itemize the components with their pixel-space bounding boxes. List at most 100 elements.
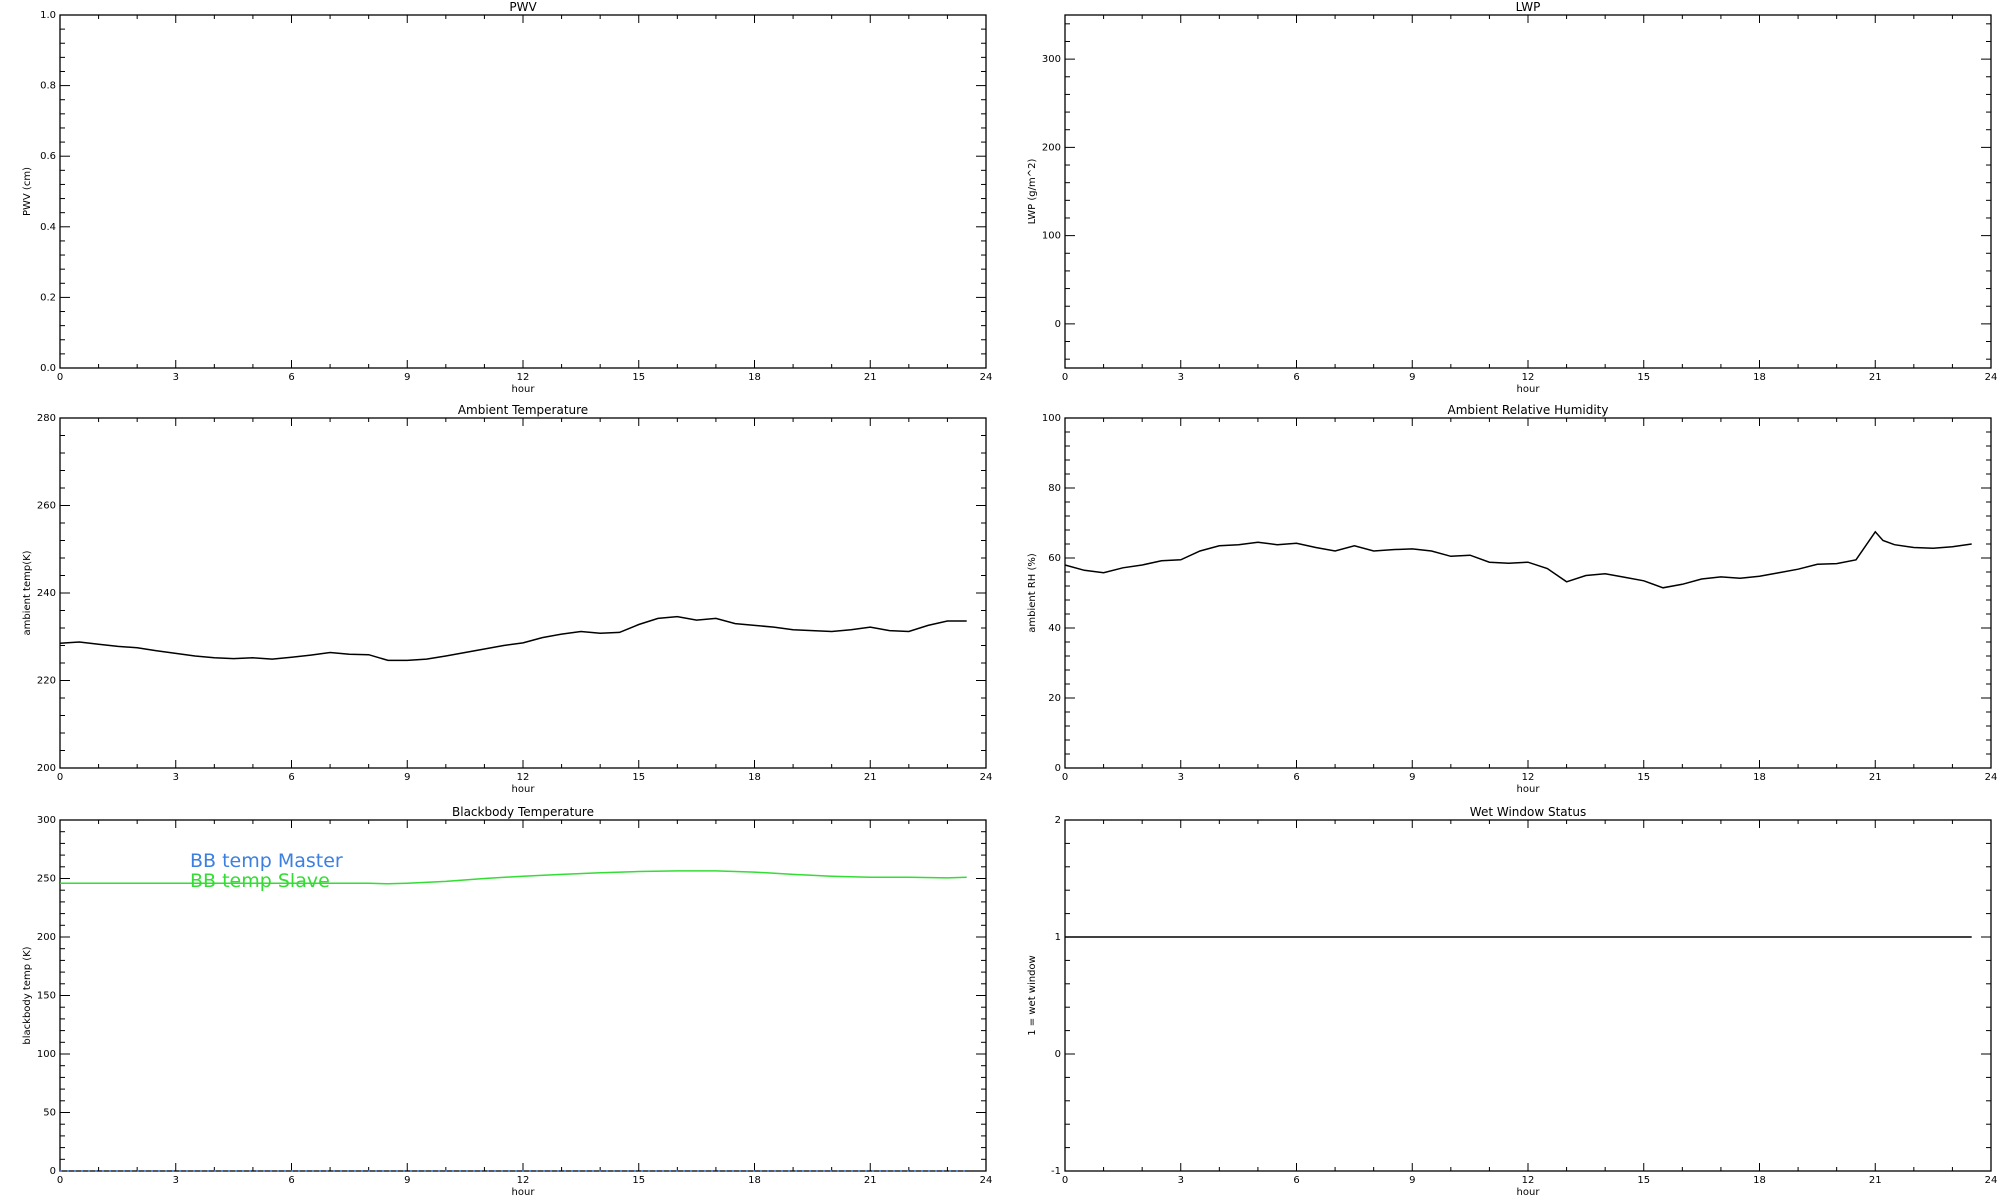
ambient-rh-x-tick-label: 6: [1293, 772, 1299, 783]
ambient-rh-y-tick-label: 60: [1048, 553, 1061, 564]
blackbody-temp-y-tick-label: 150: [37, 991, 56, 1002]
ambient-temp-x-tick-label: 9: [404, 772, 410, 783]
lwp-y-tick-label: 300: [1042, 54, 1061, 65]
ambient-temp-x-tick-label: 18: [748, 772, 761, 783]
pwv-x-tick-label: 21: [864, 372, 877, 383]
ambient-rh-y-tick-label: 40: [1048, 623, 1061, 634]
pwv-title: PWV: [509, 0, 537, 14]
lwp-x-tick-label: 15: [1637, 372, 1650, 383]
blackbody-temp-y-tick-label: 250: [37, 874, 56, 885]
ambient-temp-y-tick-label: 220: [37, 676, 56, 687]
lwp-plot-frame: [1064, 14, 1992, 369]
pwv-y-tick-label: 0.8: [40, 81, 56, 92]
wet-window-chart: Wet Window Status hour 1 = wet window 0 3 6 9 1…: [1027, 805, 1997, 1198]
ambient-temp-y-tick-label: 240: [37, 588, 56, 599]
blackbody-temp-y-tick-label: 0: [50, 1166, 56, 1177]
blackbody-temp-x-tick-label: 21: [864, 1175, 877, 1186]
wet-window-y-tick-label: 2: [1055, 815, 1061, 826]
wet-window-x-tick-label: 21: [1869, 1175, 1882, 1186]
ambient-rh-y-tick-label: 80: [1048, 483, 1061, 494]
lwp-x-tick-label: 3: [1178, 372, 1184, 383]
pwv-x-tick-label: 9: [404, 372, 410, 383]
ambient-temp-y-axis-label: ambient temp(K): [22, 550, 33, 635]
blackbody-temp-x-tick-label: 3: [173, 1175, 179, 1186]
ambient-temp-x-tick-label: 6: [288, 772, 294, 783]
ambient-temp-x-axis-label: hour: [512, 784, 536, 795]
ambient-temp-chart: Ambient Temperature hour ambient temp(K) 0 3…: [22, 403, 992, 795]
pwv-x-tick-label: 3: [173, 372, 179, 383]
ambient-rh-x-axis-label: hour: [1517, 784, 1541, 795]
lwp-x-tick-label: 18: [1753, 372, 1766, 383]
ambient-temp-x-tick-label: 15: [632, 772, 645, 783]
blackbody-temp-y-tick-label: 300: [37, 815, 56, 826]
lwp-y-axis-label: LWP (g/m^2): [1027, 159, 1038, 225]
blackbody-temp-y-tick-label: 50: [43, 1108, 56, 1119]
wet-window-y-tick-label: -1: [1051, 1166, 1061, 1177]
wet-window-title: Wet Window Status: [1470, 805, 1586, 819]
ambient-rh-x-tick-label: 3: [1178, 772, 1184, 783]
pwv-chart: PWV hour PWV (cm) 0 3 6 9 12 15 18 21 24 0.0 0.2 0.4 0.…: [22, 0, 992, 395]
blackbody-temp-x-axis-label: hour: [512, 1187, 536, 1198]
ambient-temp-x-tick-label: 3: [173, 772, 179, 783]
blackbody-temp-y-tick-label: 200: [37, 932, 56, 943]
ambient-rh-x-tick-label: 12: [1522, 772, 1535, 783]
wet-window-x-tick-label: 24: [1985, 1175, 1998, 1186]
pwv-x-tick-label: 15: [632, 372, 645, 383]
pwv-y-tick-label: 0.4: [40, 222, 56, 233]
blackbody-temp-x-tick-label: 9: [404, 1175, 410, 1186]
wet-window-x-tick-label: 12: [1522, 1175, 1535, 1186]
ambient-rh-series-line-0: [1064, 530, 1972, 589]
lwp-x-tick-label: 0: [1062, 372, 1068, 383]
blackbody-temp-chart: Blackbody Temperature hour blackbody temp …: [22, 805, 992, 1198]
lwp-x-tick-label: 24: [1985, 372, 1998, 383]
ambient-rh-title: Ambient Relative Humidity: [1448, 403, 1609, 417]
wet-window-x-tick-label: 3: [1178, 1175, 1184, 1186]
blackbody-temp-legend-entry-0: BB temp Master: [190, 850, 343, 872]
ambient-rh-x-tick-label: 15: [1637, 772, 1650, 783]
ambient-rh-y-tick-label: 0: [1055, 763, 1061, 774]
pwv-x-tick-label: 0: [57, 372, 63, 383]
ambient-temp-y-tick-label: 260: [37, 501, 56, 512]
ambient-rh-x-tick-label: 18: [1753, 772, 1766, 783]
lwp-x-axis-label: hour: [1517, 384, 1541, 395]
wet-window-x-tick-label: 6: [1293, 1175, 1299, 1186]
blackbody-temp-x-tick-label: 6: [288, 1175, 294, 1186]
blackbody-temp-x-tick-label: 0: [57, 1175, 63, 1186]
ambient-temp-x-tick-label: 12: [517, 772, 530, 783]
lwp-x-tick-label: 6: [1293, 372, 1299, 383]
pwv-x-tick-label: 24: [980, 372, 993, 383]
lwp-x-tick-label: 21: [1869, 372, 1882, 383]
ambient-rh-x-tick-label: 9: [1409, 772, 1415, 783]
ambient-rh-x-tick-label: 24: [1985, 772, 1998, 783]
pwv-y-tick-label: 0.2: [40, 292, 56, 303]
ambient-temp-series-line-0: [59, 615, 967, 662]
ambient-rh-x-tick-label: 21: [1869, 772, 1882, 783]
blackbody-temp-legend-entry-1: BB temp Slave: [190, 870, 330, 892]
pwv-x-tick-label: 6: [288, 372, 294, 383]
ambient-temp-x-tick-label: 24: [980, 772, 993, 783]
wet-window-y-axis-label: 1 = wet window: [1027, 955, 1038, 1035]
ambient-temp-plot-frame: [59, 417, 987, 769]
ambient-rh-x-tick-label: 0: [1062, 772, 1068, 783]
wet-window-x-tick-label: 18: [1753, 1175, 1766, 1186]
ambient-temp-y-tick-label: 280: [37, 413, 56, 424]
blackbody-temp-y-tick-label: 100: [37, 1049, 56, 1060]
blackbody-temp-series-line-1: [60, 870, 967, 885]
ambient-rh-y-tick-label: 100: [1042, 413, 1061, 424]
blackbody-temp-x-tick-label: 12: [517, 1175, 530, 1186]
wet-window-y-tick-label: 0: [1055, 1049, 1061, 1060]
pwv-x-tick-label: 18: [748, 372, 761, 383]
lwp-y-tick-label: 100: [1042, 231, 1061, 242]
blackbody-temp-x-tick-label: 24: [980, 1175, 993, 1186]
lwp-chart: LWP hour LWP (g/m^2) 0 3 6 9 12 15 18 21 24 0 100 200 3…: [1027, 0, 1997, 395]
ambient-rh-plot-frame: [1064, 417, 1992, 769]
lwp-x-tick-label: 9: [1409, 372, 1415, 383]
lwp-y-tick-label: 200: [1042, 142, 1061, 153]
ambient-rh-y-axis-label: ambient RH (%): [1027, 553, 1038, 633]
pwv-x-axis-label: hour: [512, 384, 536, 395]
pwv-y-tick-label: 1.0: [40, 10, 56, 21]
blackbody-temp-y-axis-label: blackbody temp (K): [22, 946, 33, 1044]
lwp-title: LWP: [1516, 0, 1541, 14]
ambient-temp-x-tick-label: 0: [57, 772, 63, 783]
